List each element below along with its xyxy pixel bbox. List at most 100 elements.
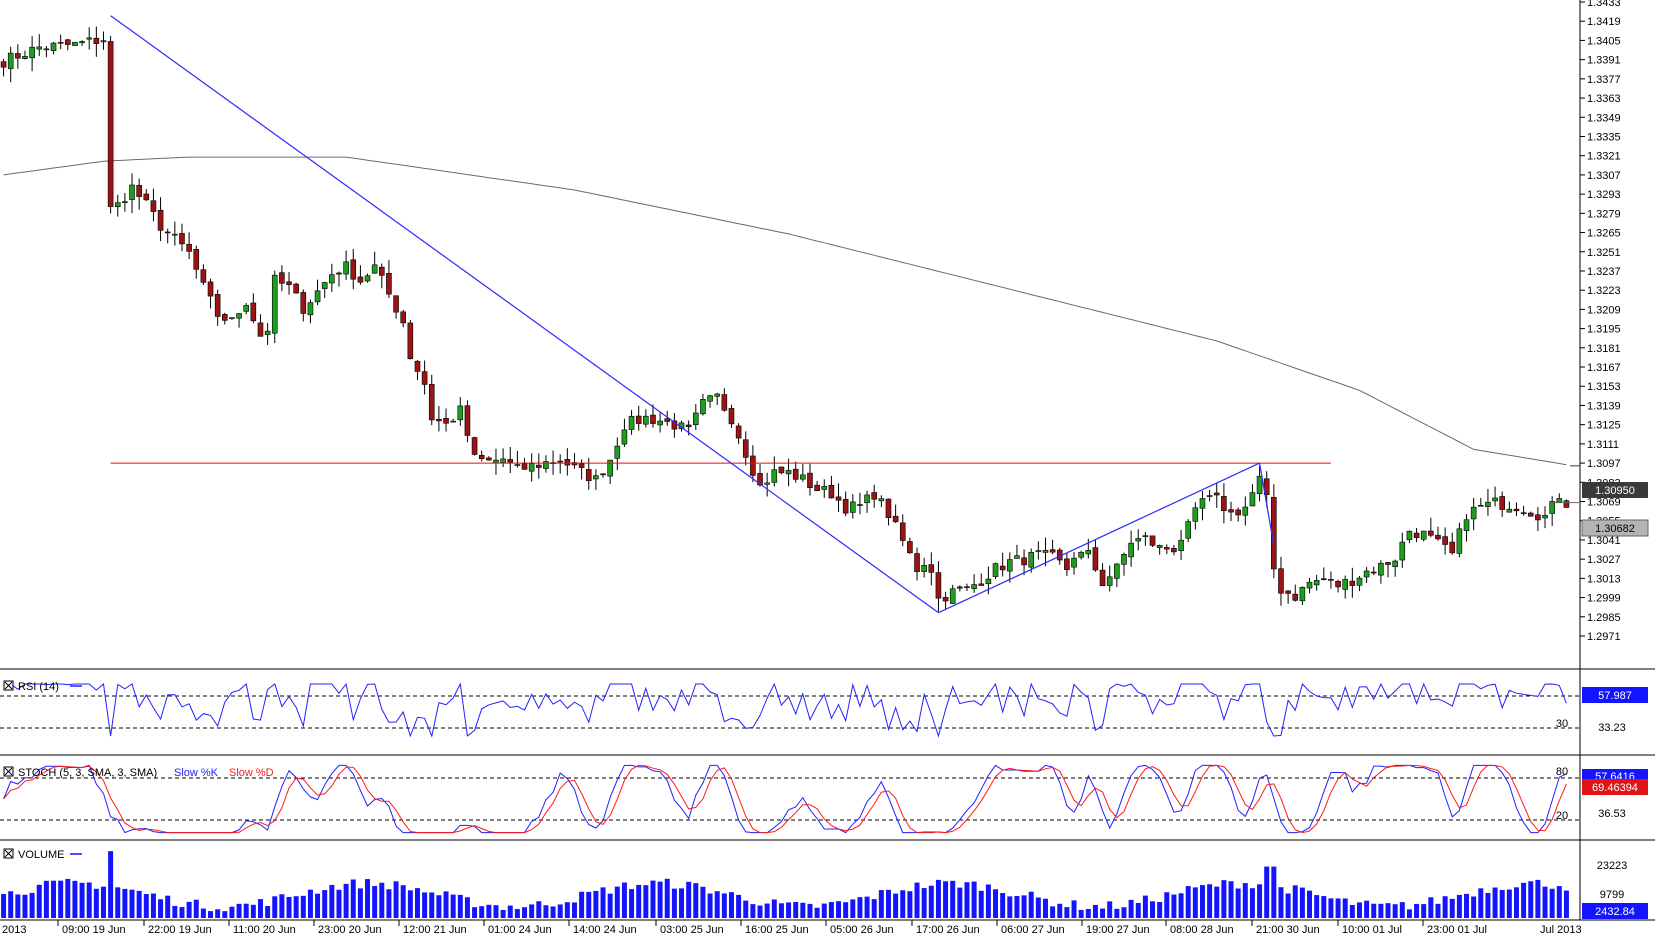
volume-bar: [372, 886, 378, 918]
rsi-header[interactable]: RSI (14): [3, 680, 82, 693]
candle: [1278, 556, 1284, 606]
candle-body-bull: [1356, 577, 1363, 586]
volume-bar: [579, 891, 585, 918]
stoch-k-line: [3, 764, 1567, 834]
volume-bar: [707, 893, 713, 918]
volume-bar: [436, 895, 442, 918]
volume-bar: [1014, 896, 1020, 918]
candle-body-bull: [7, 52, 14, 69]
volume-header[interactable]: VOLUME: [3, 848, 82, 861]
volume-bar: [971, 881, 977, 918]
time-axis-label: 06:00 27 Jun: [1001, 924, 1065, 936]
volume-bar: [122, 888, 128, 918]
candle: [122, 193, 128, 212]
volume-bar: [529, 904, 535, 918]
volume-bar: [1542, 886, 1548, 918]
candle-body-bear: [600, 473, 606, 476]
volume-bar: [814, 907, 820, 918]
candle-body-bear: [1278, 568, 1284, 594]
candle: [692, 404, 699, 431]
time-axis-label: 14:00 24 Jun: [573, 924, 637, 936]
candle: [735, 423, 742, 445]
candle-body-bull: [1506, 508, 1513, 513]
candle-body-bull: [1185, 521, 1192, 539]
candle: [914, 547, 920, 581]
candle-body-bull: [1135, 538, 1142, 542]
volume-bar: [650, 880, 656, 918]
time-axis-label: 17:00 26 Jun: [916, 924, 980, 936]
volume-bar: [72, 880, 78, 918]
candle-body-bull: [1028, 552, 1035, 568]
volume-bar: [1257, 884, 1263, 918]
volume-bar: [1214, 886, 1220, 918]
candle-body-bull: [985, 578, 992, 585]
candle: [428, 374, 435, 426]
candle-body-bull: [593, 475, 599, 480]
candle: [771, 456, 778, 487]
candle-body-bear: [186, 243, 192, 252]
candle-body-bear: [978, 583, 985, 586]
candle: [928, 552, 935, 586]
candle-body-bull: [528, 463, 535, 472]
candle-body-bear: [164, 231, 171, 234]
candle-body-bull: [50, 42, 57, 51]
candle: [992, 562, 999, 580]
candle: [343, 250, 349, 280]
volume-bar: [200, 908, 206, 918]
volume-bar: [486, 904, 492, 918]
candle-body-bear: [1221, 496, 1227, 512]
volume-bar: [1114, 908, 1120, 918]
candle: [1392, 559, 1398, 577]
volume-bar: [736, 894, 742, 918]
candle: [50, 42, 57, 55]
candle-body-bull: [129, 184, 135, 200]
price-axis-tick-label: 1.3349: [1587, 112, 1621, 124]
volume-bar: [821, 903, 827, 918]
volume-bar: [400, 885, 406, 918]
volume-bar: [507, 905, 513, 918]
candle: [1014, 544, 1020, 559]
candle-body-bear: [421, 371, 428, 385]
volume-bar: [1356, 902, 1362, 918]
volume-bar: [1135, 902, 1141, 918]
volume-bar: [1342, 898, 1348, 918]
candle: [1185, 519, 1192, 543]
stoch-d-value-marker: 69.46394: [1582, 779, 1648, 795]
candle-body-bull: [500, 458, 506, 463]
candle: [1306, 577, 1313, 594]
candle: [764, 472, 770, 497]
candle-body-bear: [671, 420, 678, 430]
time-axis-label: 21:00 30 Jun: [1256, 924, 1320, 936]
volume-bar: [136, 890, 142, 918]
candle: [1542, 506, 1548, 529]
drawn-lines: [110, 15, 1580, 614]
candle: [286, 272, 292, 295]
candle-body-bull: [371, 264, 378, 274]
candle: [878, 495, 885, 507]
candle-body-bear: [571, 462, 578, 466]
volume-bar: [1442, 896, 1448, 918]
candle-body-bull: [1206, 495, 1213, 497]
volume-bar: [1264, 866, 1270, 918]
candle-body-bear: [650, 414, 656, 424]
volume-bar: [129, 889, 135, 918]
candle-body-bear: [1064, 558, 1070, 571]
volume-scale-label-low: 9799: [1600, 889, 1624, 901]
rsi-pane: [0, 682, 1580, 738]
candle-body-bull: [992, 563, 999, 577]
candle-body-bear: [143, 193, 150, 201]
volume-scale-label-high: 23223: [1597, 860, 1628, 872]
stoch-header[interactable]: STOCH (5, 3, SMA, 3, SMA) Slow %K Slow %…: [3, 766, 274, 779]
candle: [1271, 484, 1277, 579]
volume-bar: [365, 879, 371, 918]
candle-body-bull: [114, 202, 121, 207]
candle: [400, 309, 407, 328]
candle: [1320, 567, 1327, 581]
candle: [321, 281, 328, 299]
candle: [107, 35, 114, 214]
volume-bar: [1506, 889, 1512, 918]
candle-body-bull: [1121, 554, 1127, 565]
candle-body-bull: [1542, 515, 1548, 519]
